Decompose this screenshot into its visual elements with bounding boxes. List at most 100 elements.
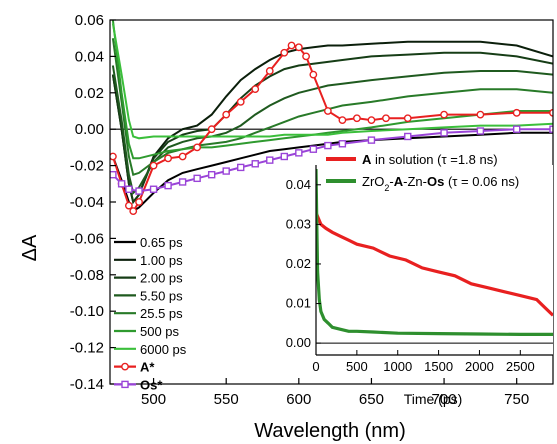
legend-label: Os* [140,377,163,392]
series-9-marker [280,152,288,161]
inset-legend-label: ZrO2-A-Zn-Os (τ = 0.06 ns) [362,174,519,193]
series-line-5 [111,38,553,176]
legend-label: 1.00 ps [140,253,183,268]
x-tick-label: 750 [504,391,529,408]
series-9-marker [266,156,274,164]
inset-y-tick-label: 0.01 [286,296,311,311]
y-tick-label: 0.06 [75,12,104,29]
series-8-marker [353,114,361,123]
inset-x-tick-label: 500 [346,359,368,374]
series-8-marker [178,152,187,161]
legend-item: A* [114,360,155,375]
series-9-marker [476,127,485,135]
inset-y-tick-label: 0.02 [286,256,311,271]
legend-label: 5.50 ps [140,288,183,303]
inset-y-tick-label: 0.03 [286,216,311,231]
x-tick-label: 550 [214,391,239,408]
series-8-marker [512,108,521,117]
x-tick-label: 600 [286,391,311,408]
y-tick-label: -0.08 [70,267,104,284]
series-9-marker [222,167,230,175]
series-8-marker [403,114,412,123]
series-9-marker [193,174,201,183]
legend-item: 2.00 ps [114,271,183,286]
legend-item: 6000 ps [114,342,187,357]
series-9-marker [110,170,117,179]
series-9-marker [164,181,172,190]
y-tick-label: 0.00 [75,121,104,138]
y-tick-label: -0.10 [70,303,104,320]
inset-x-tick-label: 2000 [465,359,494,374]
inset-x-tick-label: 1000 [383,359,412,374]
series-8-marker [280,48,289,57]
inset-series-line-2 [316,168,553,336]
series-8-marker [323,107,332,115]
series-9-marker [440,129,448,137]
series-9-marker [117,180,126,188]
series-8-marker [367,116,376,125]
series-8-marker [164,154,172,163]
y-tick-label: -0.14 [70,376,104,393]
x-tick-label: 650 [359,391,384,408]
series-9-marker [295,149,303,157]
series-8-marker [110,152,117,161]
series-9-marker [549,125,553,133]
series-9-marker [404,132,412,141]
series-9-marker [309,145,318,153]
legend-item: 1.00 ps [114,253,183,268]
legend-item: 500 ps [114,324,180,339]
inset-background [316,165,553,355]
legend: 0.65 ps 1.00 ps 2.00 ps 5.50 ps 25.5 ps 500 p… [114,235,187,392]
x-tick-label: 700 [432,391,457,408]
inset-x-tick-label: 2500 [506,359,535,374]
inset-y-tick-label: 0.00 [286,335,311,350]
series-8-marker [129,207,138,216]
legend-label: 0.65 ps [140,235,183,250]
y-tick-label: -0.12 [70,340,104,357]
x-tick-label: 500 [141,391,166,408]
y-tick-label: -0.04 [70,194,104,211]
legend-item: 5.50 ps [114,288,183,303]
series-9-marker [178,178,187,186]
series-8-marker [207,125,216,134]
inset-x-tick-label: 0 [312,359,319,374]
series-8-marker [222,110,231,119]
series-8-marker [338,116,347,125]
series-9-marker [237,163,245,172]
y-tick-label: 0.02 [75,85,104,102]
series-line-7 [111,23,553,140]
inset-x-axis-title: Time (ps) [404,391,463,407]
y-axis-title: ΔA [19,234,41,261]
series-8-marker [309,70,318,79]
legend-marker [121,380,129,389]
series-8-marker [236,98,245,106]
series-9-marker [135,187,143,195]
series-9-marker [338,140,347,148]
inset-x-tick-label: 1500 [424,359,453,374]
series-9-marker [125,185,133,193]
series-9-marker [324,141,332,150]
series-8-marker [149,161,158,170]
inset-plot: 0.00 0.01 0.02 0.03 0.04 0 500 1000 1500 2000 2500… [286,152,553,374]
legend-label: 2.00 ps [140,271,183,286]
series-8-marker [476,110,485,119]
inset-legend: A in solution (τ =1.8 ns) ZrO2-A-Zn-Os (τ… [326,152,519,193]
y-tick-label: -0.02 [70,158,104,175]
series-8-marker [382,114,390,123]
inset-y-tick-label: 0.04 [286,177,311,192]
x-axis-title: Wavelength (nm) [254,420,406,442]
legend-label: 6000 ps [140,342,187,357]
series-9-marker [251,160,259,168]
legend-item: 25.5 ps [114,306,183,321]
inset-series-line-1 [316,212,553,317]
series-9-marker [512,125,521,133]
series-9-marker [367,136,376,144]
series-8-marker [135,198,143,206]
series-8-marker [440,110,448,119]
series-9-marker [149,185,158,193]
legend-marker [121,362,129,371]
legend-label: 25.5 ps [140,306,183,321]
series-8-marker [265,67,274,75]
legend-label: A* [140,360,155,375]
